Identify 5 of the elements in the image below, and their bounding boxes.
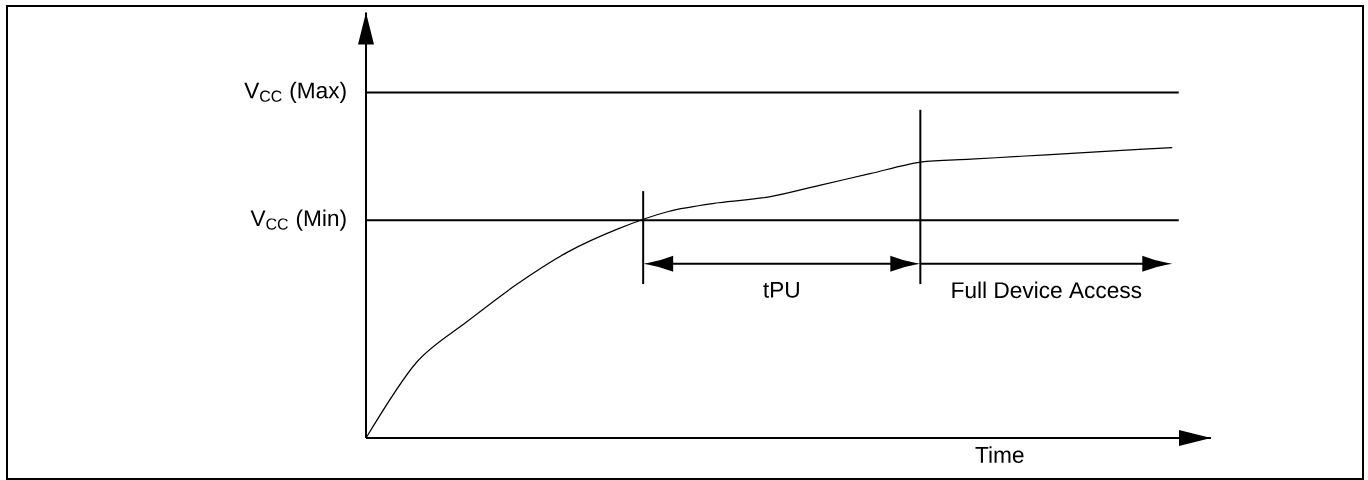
annotation: Full Device Access xyxy=(952,281,1142,299)
ref-line-label: V$_{CC}$ (Max) xyxy=(244,81,346,103)
annotation: tPU xyxy=(763,281,799,298)
ref-line-label: V$_{CC}$ (Min) xyxy=(250,209,346,231)
x-axis-title: Time xyxy=(975,446,1024,463)
